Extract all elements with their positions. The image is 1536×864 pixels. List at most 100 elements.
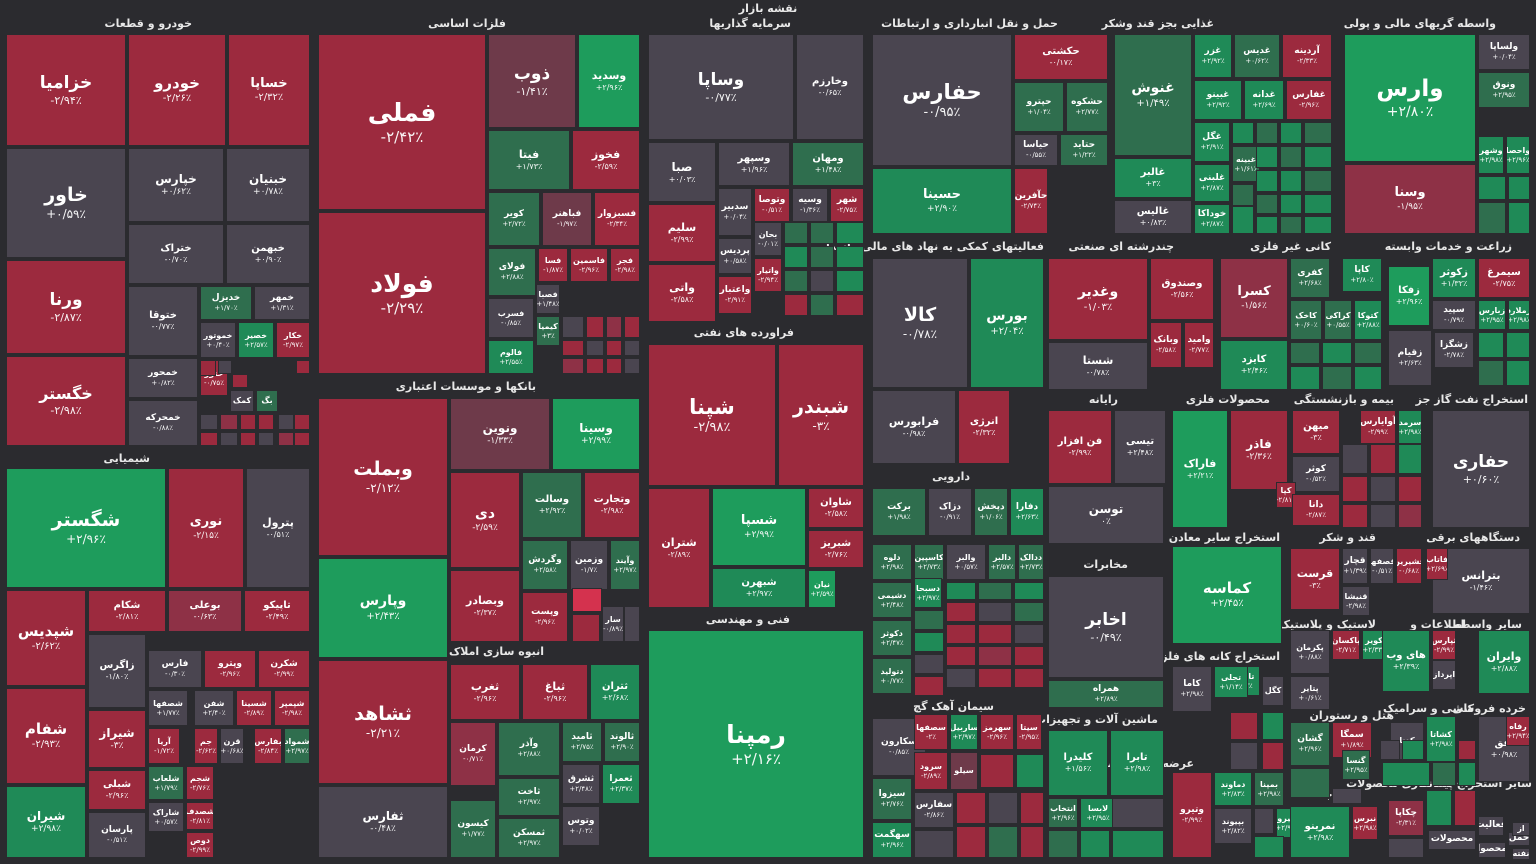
stock-tile[interactable]: وپست -۲/۹۶٪ bbox=[522, 592, 568, 642]
stock-tile[interactable]: واتیار -۲/۹۴٪ bbox=[754, 258, 782, 292]
stock-tile[interactable]: پردیس +۰/۵۸٪ bbox=[718, 238, 752, 274]
stock-tile-small[interactable] bbox=[836, 294, 864, 316]
stock-tile[interactable]: آردینه -۲/۳۳٪ bbox=[1282, 34, 1332, 78]
stock-tile[interactable]: های وب +۲/۳۹٪ bbox=[1382, 630, 1430, 692]
stock-tile-small[interactable] bbox=[946, 602, 976, 622]
stock-tile-small[interactable] bbox=[1342, 444, 1368, 474]
stock-tile[interactable]: سدبیر +۰/۰۴٪ bbox=[718, 188, 752, 236]
stock-tile-small[interactable] bbox=[1016, 754, 1044, 788]
stock-tile[interactable]: سهرمز -۲/۹۶٪ bbox=[980, 714, 1014, 750]
stock-tile[interactable]: کوثر -۰/۵۲٪ bbox=[1292, 456, 1340, 492]
stock-tile[interactable]: کشاتا +۲/۹۸٪ bbox=[1426, 716, 1456, 762]
stock-tile[interactable]: فاراک +۲/۲۱٪ bbox=[1172, 410, 1228, 528]
stock-tile[interactable]: بورس +۲/۰۴٪ bbox=[970, 258, 1044, 388]
stock-tile-small[interactable] bbox=[1370, 476, 1396, 502]
stock-tile[interactable]: شهر -۲/۷۵٪ bbox=[830, 188, 864, 222]
stock-tile[interactable]: شاراک +۰/۵۷٪ bbox=[148, 802, 184, 832]
stock-tile[interactable]: غلبنی +۲/۸۷٪ bbox=[1194, 164, 1230, 202]
stock-tile[interactable]: غبینو +۲/۹۲٪ bbox=[1194, 80, 1242, 120]
stock-tile[interactable]: ذوب -۱/۴۱٪ bbox=[488, 34, 576, 128]
stock-tile-small[interactable] bbox=[1048, 830, 1078, 858]
stock-tile-small[interactable] bbox=[1304, 146, 1332, 168]
stock-tile[interactable]: وآیند +۲/۹۷٪ bbox=[610, 540, 640, 590]
stock-tile[interactable]: شیراز -۳٪ bbox=[88, 710, 146, 768]
stock-tile[interactable]: وزمین -۱/۷٪ bbox=[570, 540, 608, 590]
stock-tile-small[interactable] bbox=[978, 602, 1012, 622]
stock-tile[interactable]: واعتبار -۲/۹۱٪ bbox=[718, 276, 752, 314]
stock-tile-small[interactable] bbox=[1332, 788, 1362, 804]
stock-tile[interactable]: خزامیا -۲/۹۴٪ bbox=[6, 34, 126, 146]
stock-tile-small[interactable] bbox=[784, 294, 808, 316]
stock-tile[interactable]: سپید -۰/۷۹٪ bbox=[1432, 300, 1476, 330]
stock-tile[interactable]: وتجارت -۲/۹۸٪ bbox=[584, 472, 640, 538]
stock-tile-small[interactable] bbox=[784, 222, 808, 244]
stock-tile[interactable]: شبریز -۲/۷۶٪ bbox=[808, 530, 864, 568]
stock-tile[interactable]: وبانک -۲/۵۸٪ bbox=[1150, 322, 1182, 368]
stock-tile-small[interactable] bbox=[1342, 476, 1368, 502]
stock-tile[interactable]: ومهان +۱/۴۸٪ bbox=[792, 142, 864, 186]
stock-tile[interactable]: وغدیر -۱/۰۳٪ bbox=[1048, 258, 1148, 340]
stock-tile[interactable]: بگ bbox=[256, 390, 278, 412]
stock-tile[interactable]: انتخاب +۲/۹۶٪ bbox=[1048, 798, 1078, 828]
stock-tile-small[interactable] bbox=[1290, 342, 1320, 364]
stock-tile[interactable]: شصدف -۲/۸۱٪ bbox=[186, 802, 214, 830]
stock-tile-small[interactable] bbox=[562, 340, 584, 356]
stock-tile-small[interactable] bbox=[1080, 830, 1110, 858]
stock-tile[interactable]: ثباغ -۲/۹۶٪ bbox=[522, 664, 588, 720]
stock-tile[interactable]: کاخک +۰/۶۰٪ bbox=[1290, 300, 1322, 340]
stock-tile[interactable]: پکرمان +۰/۸۸٪ bbox=[1290, 630, 1330, 674]
stock-tile-small[interactable] bbox=[1342, 504, 1368, 528]
stock-tile[interactable]: والبر +۰/۵۷٪ bbox=[946, 544, 986, 580]
stock-tile[interactable]: وایران +۲/۸۸٪ bbox=[1478, 630, 1530, 694]
stock-tile[interactable]: وسدید +۲/۹۶٪ bbox=[578, 34, 640, 128]
stock-tile-small[interactable] bbox=[278, 414, 294, 430]
stock-tile[interactable]: وارس +۲/۸۰٪ bbox=[1344, 34, 1476, 162]
stock-tile[interactable]: پترول -۰/۵۱٪ bbox=[246, 468, 310, 588]
stock-tile-small[interactable] bbox=[1256, 170, 1278, 192]
stock-tile-small[interactable] bbox=[606, 358, 622, 374]
stock-tile[interactable]: قرن +۰/۶۸٪ bbox=[220, 728, 244, 764]
stock-tile[interactable]: سصفها -۲٪ bbox=[914, 714, 948, 750]
stock-tile[interactable]: دلوه +۲/۹۸٪ bbox=[872, 544, 912, 580]
stock-tile[interactable]: فسبزوار -۲/۳۴٪ bbox=[594, 192, 640, 246]
stock-tile[interactable]: خساپا -۲/۳۲٪ bbox=[228, 34, 310, 146]
stock-tile-small[interactable] bbox=[1112, 798, 1164, 828]
stock-tile-small[interactable] bbox=[258, 432, 274, 446]
stock-tile[interactable]: خکار -۲/۹۷٪ bbox=[276, 322, 310, 358]
stock-tile[interactable]: بحان -۰/۰۱٪ bbox=[754, 222, 782, 256]
stock-tile[interactable]: دانا -۲/۸۷٪ bbox=[1292, 494, 1340, 526]
stock-tile-small[interactable] bbox=[562, 316, 584, 338]
stock-tile[interactable]: قچار +۱/۳۹٪ bbox=[1342, 548, 1368, 584]
stock-tile[interactable]: خمهر +۱/۳۱٪ bbox=[254, 286, 310, 320]
stock-tile-small[interactable] bbox=[624, 340, 640, 356]
stock-tile[interactable]: واحصا +۲/۹۶٪ bbox=[1506, 136, 1530, 174]
stock-tile-small[interactable] bbox=[1232, 122, 1254, 144]
stock-tile[interactable]: شگستر +۲/۹۶٪ bbox=[6, 468, 166, 588]
stock-tile-small[interactable] bbox=[1322, 366, 1352, 390]
stock-tile[interactable]: ثمسکن +۲/۹۷٪ bbox=[498, 818, 560, 858]
stock-tile[interactable]: ثشرق +۲/۴۸٪ bbox=[562, 764, 600, 804]
stock-tile-small[interactable] bbox=[572, 588, 602, 612]
stock-tile-small[interactable] bbox=[1432, 762, 1456, 786]
stock-tile[interactable]: حکشتی -۰/۱۷٪ bbox=[1014, 34, 1108, 80]
stock-tile-small[interactable] bbox=[1508, 202, 1530, 234]
stock-tile[interactable]: زملارد +۲/۹۸٪ bbox=[1508, 300, 1530, 330]
stock-tile[interactable]: سفارس -۲/۸۶٪ bbox=[914, 792, 954, 828]
stock-tile-small[interactable] bbox=[1014, 582, 1044, 600]
stock-tile[interactable]: شلعاب +۱/۷۹٪ bbox=[148, 766, 184, 800]
stock-tile-small[interactable] bbox=[1262, 742, 1284, 770]
stock-tile[interactable]: محصوا bbox=[1478, 842, 1506, 858]
stock-tile[interactable]: نوری -۲/۱۵٪ bbox=[168, 468, 244, 588]
stock-tile-small[interactable] bbox=[586, 358, 604, 374]
stock-tile[interactable]: دپخش +۱/۰۶٪ bbox=[974, 488, 1008, 536]
stock-tile[interactable]: کویر +۲/۷۲٪ bbox=[488, 192, 540, 246]
stock-tile[interactable]: غدیس +۰/۶۲٪ bbox=[1234, 34, 1280, 78]
stock-tile[interactable]: دتولید +۰/۷۷٪ bbox=[872, 658, 912, 694]
stock-tile[interactable]: بپیوند +۲/۸۲٪ bbox=[1214, 808, 1252, 844]
stock-tile-small[interactable] bbox=[1388, 838, 1424, 858]
stock-tile-small[interactable] bbox=[1014, 668, 1044, 688]
stock-tile[interactable]: کگل bbox=[1262, 676, 1284, 706]
stock-tile-small[interactable] bbox=[946, 668, 976, 688]
stock-tile-small[interactable] bbox=[1478, 202, 1506, 234]
stock-tile[interactable]: وتوصا -۰/۵۱٪ bbox=[754, 188, 790, 222]
